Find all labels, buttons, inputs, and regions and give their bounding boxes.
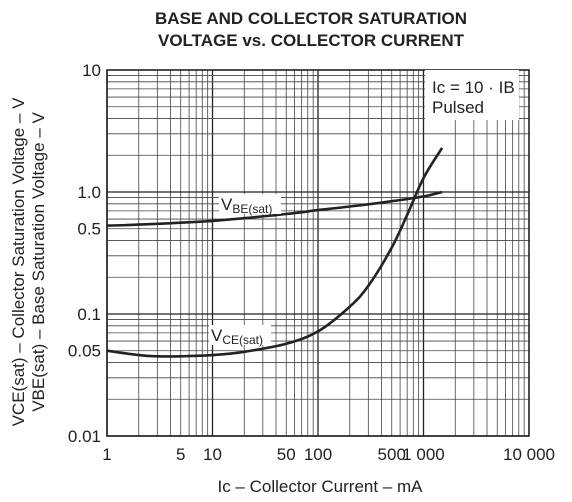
series-labels: VBE(sat) VCE(sat) bbox=[209, 194, 281, 347]
y-tick-label: 0.01 bbox=[68, 427, 101, 446]
plot-frame bbox=[106, 69, 530, 437]
y-axis-label-line1: VCE(sat) – Collector Saturation Voltage … bbox=[9, 97, 28, 426]
y-tick-label: 10 bbox=[82, 61, 101, 80]
vce-sat-label: VCE(sat) bbox=[211, 326, 263, 347]
y-axis-label-line2: VBE(sat) – Base Saturation Voltage – V bbox=[29, 112, 48, 412]
vce-sat-curve bbox=[106, 147, 444, 358]
y-tick-label: 0.1 bbox=[77, 305, 101, 324]
chart-grid bbox=[106, 69, 530, 437]
x-tick-label: 1 000 bbox=[402, 445, 445, 464]
condition-box: Ic = 10 · IB Pulsed bbox=[425, 70, 519, 120]
x-tick-label: 5 bbox=[176, 445, 185, 464]
condition-box-line2: Pulsed bbox=[432, 98, 484, 117]
x-tick-label: 1 bbox=[102, 445, 111, 464]
chart-title: BASE AND COLLECTOR SATURATION bbox=[155, 9, 467, 28]
y-tick-label: 1.0 bbox=[77, 183, 101, 202]
x-axis-label: Ic – Collector Current – mA bbox=[217, 477, 423, 496]
x-tick-label: 50 bbox=[277, 445, 296, 464]
series-label-bg bbox=[209, 325, 271, 345]
x-tick-label: 10 bbox=[203, 445, 222, 464]
x-tick-label: 10 000 bbox=[503, 445, 555, 464]
y-tick-labels: 10 1.0 0.5 0.1 0.05 0.01 bbox=[68, 61, 101, 446]
condition-box-line1: Ic = 10 · IB bbox=[432, 78, 515, 97]
vbe-sat-label: VBE(sat) bbox=[221, 195, 272, 216]
data-series bbox=[106, 147, 444, 358]
x-tick-label: 100 bbox=[304, 445, 332, 464]
chart-subtitle: VOLTAGE vs. COLLECTOR CURRENT bbox=[158, 31, 465, 50]
vbe-sat-curve bbox=[106, 190, 443, 227]
condition-box-bg bbox=[425, 70, 519, 120]
series-label-bg bbox=[219, 194, 281, 214]
y-tick-label: 0.5 bbox=[77, 220, 101, 239]
x-tick-label: 500 bbox=[378, 445, 406, 464]
y-tick-label: 0.05 bbox=[68, 342, 101, 361]
